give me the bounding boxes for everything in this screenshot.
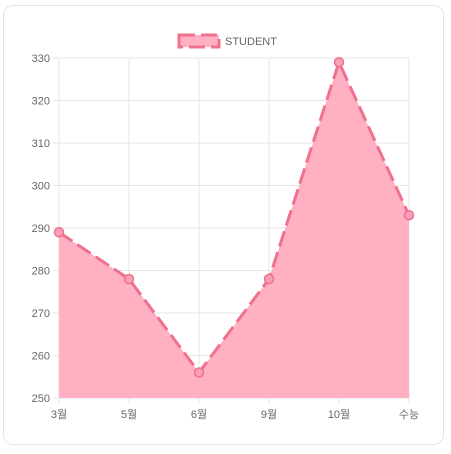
line-area-chart: 250 260 270 280 290 300 310 320 330 3월 5월 6월 9월 10월 수… [32, 33, 419, 421]
x-tick-label: 6월 [191, 408, 207, 421]
x-axis-ticks: 3월 5월 6월 9월 10월 수능 [51, 408, 419, 421]
y-tick-label: 310 [32, 138, 50, 150]
y-tick-label: 260 [32, 351, 50, 363]
y-tick-label: 320 [32, 96, 50, 108]
x-tick-label: 3월 [51, 408, 67, 421]
series-line-layer [58, 60, 411, 374]
y-tick-label: 300 [32, 181, 50, 193]
data-points-layer [53, 57, 415, 378]
data-point[interactable] [193, 367, 205, 378]
y-axis-ticks: 250 260 270 280 290 300 310 320 330 [32, 53, 50, 405]
y-tick-label: 250 [32, 393, 50, 405]
x-tick-label: 수능 [399, 408, 419, 421]
chart-card: 250 260 270 280 290 300 310 320 330 3월 5월 6월 9월 10월 수… [3, 5, 444, 445]
x-tick-label: 9월 [261, 408, 277, 421]
data-point[interactable] [123, 273, 135, 285]
y-tick-label: 290 [32, 223, 50, 235]
data-point[interactable] [403, 210, 415, 221]
legend-label-student: STUDENT [225, 36, 277, 48]
data-point[interactable] [263, 273, 275, 285]
y-tick-label: 330 [32, 53, 50, 65]
legend[interactable]: STUDENT [177, 33, 277, 49]
series-area-fill [59, 62, 409, 398]
x-tick-label: 10월 [328, 408, 350, 421]
series-line [58, 60, 411, 374]
legend-swatch [177, 33, 221, 49]
y-tick-label: 280 [32, 266, 50, 278]
x-tick-label: 5월 [121, 408, 137, 421]
y-tick-label: 270 [32, 308, 50, 320]
area-fill-layer [59, 62, 409, 398]
data-point[interactable] [53, 227, 65, 238]
data-point[interactable] [333, 57, 345, 68]
